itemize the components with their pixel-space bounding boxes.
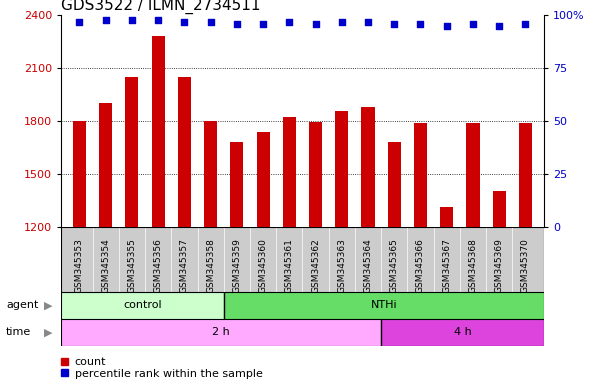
Bar <box>309 122 322 227</box>
Text: ▶: ▶ <box>44 327 53 337</box>
Bar <box>283 118 296 227</box>
Bar <box>335 111 348 227</box>
Bar <box>519 123 532 227</box>
Bar <box>362 107 375 227</box>
Bar <box>230 142 243 227</box>
Bar <box>257 131 269 227</box>
Bar <box>492 191 506 227</box>
Point <box>127 17 137 23</box>
Text: ▶: ▶ <box>44 300 53 310</box>
Point <box>153 17 163 23</box>
Point <box>494 23 504 29</box>
Bar <box>224 292 544 319</box>
Point <box>101 17 111 23</box>
Text: count: count <box>75 358 106 367</box>
Point <box>468 21 478 27</box>
Bar <box>440 207 453 227</box>
Point <box>180 19 189 25</box>
Point <box>285 19 295 25</box>
Point <box>521 21 530 27</box>
Bar <box>204 121 217 227</box>
Point <box>363 19 373 25</box>
Point <box>206 19 216 25</box>
Bar <box>178 77 191 227</box>
Text: agent: agent <box>6 300 38 310</box>
Bar <box>466 123 480 227</box>
Text: time: time <box>6 327 31 337</box>
Point <box>442 23 452 29</box>
Text: control: control <box>123 300 162 310</box>
Text: 4 h: 4 h <box>453 327 471 337</box>
Point <box>337 19 346 25</box>
Text: 2 h: 2 h <box>212 327 230 337</box>
Point <box>232 21 242 27</box>
Text: percentile rank within the sample: percentile rank within the sample <box>75 369 262 379</box>
Point <box>258 21 268 27</box>
Point <box>75 19 84 25</box>
Bar <box>73 121 86 227</box>
Text: GDS3522 / ILMN_2734511: GDS3522 / ILMN_2734511 <box>61 0 261 14</box>
Bar <box>414 123 427 227</box>
Bar <box>388 142 401 227</box>
Point <box>415 21 425 27</box>
Point <box>389 21 399 27</box>
Bar <box>61 292 224 319</box>
Bar <box>61 319 381 346</box>
Bar <box>125 77 139 227</box>
Bar <box>152 36 165 227</box>
Bar <box>381 319 544 346</box>
Bar <box>99 103 112 227</box>
Point <box>310 21 320 27</box>
Text: NTHi: NTHi <box>370 300 397 310</box>
